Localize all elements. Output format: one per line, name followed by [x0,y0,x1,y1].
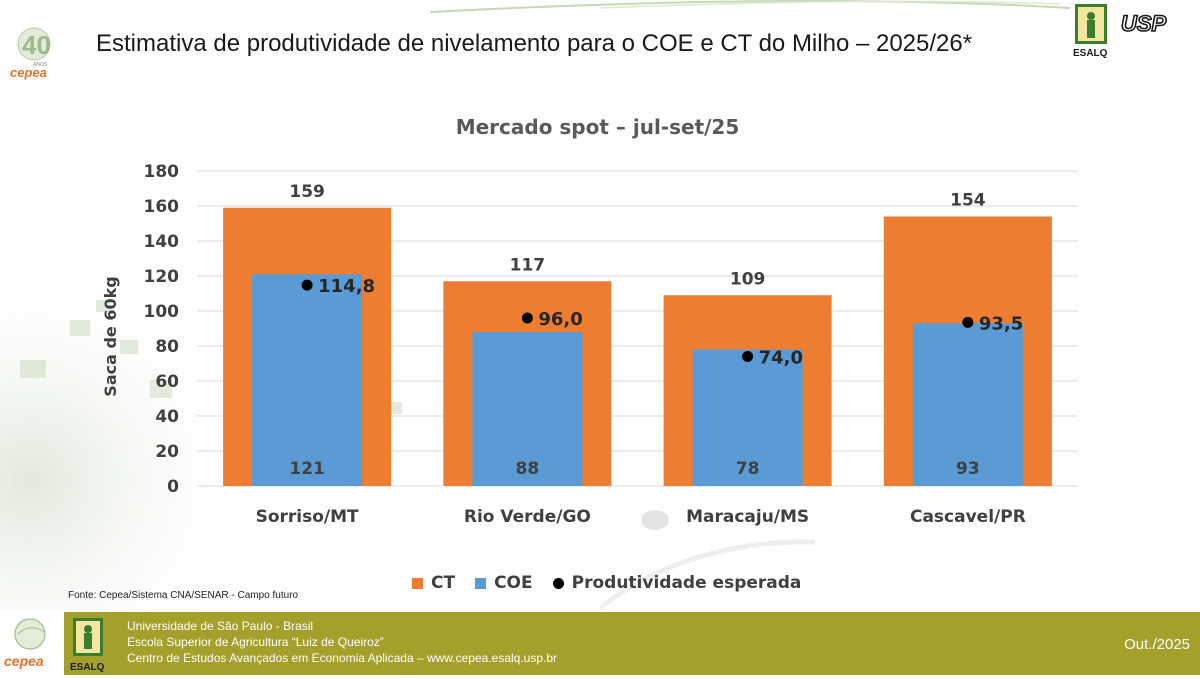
y-tick-label-120: 120 [144,267,180,287]
y-axis-label: Saca de 60kg [101,276,120,396]
y-tick-label-140: 140 [144,232,180,252]
y-tick-label-160: 160 [144,197,180,217]
legend-swatch-coe [475,577,487,589]
footer-cepea-logo: cepea [0,612,64,675]
x-category-label-2: Maracaju/MS [686,507,809,527]
legend-item-produtividade: Produtividade esperada [552,573,802,593]
data-label-coe-0: 121 [289,459,325,479]
legend-label-produtividade: Produtividade esperada [571,573,802,593]
page-title: Estimativa de produtividade de nivelamen… [96,30,973,57]
svg-text:cepea: cepea [4,653,44,669]
esalq-emblem-icon: ESALQ [70,618,105,673]
data-label-coe-2: 78 [736,459,760,479]
svg-text:cepea: cepea [10,65,47,80]
svg-text:40: 40 [22,30,51,60]
data-label-produtividade-2: 74,0 [759,348,803,369]
usp-logo: USP [1120,10,1167,36]
bar-coe-1 [472,332,583,486]
legend-label-ct: CT [431,573,456,593]
footer-date: Out./2025 [1124,636,1190,653]
y-tick-label-40: 40 [155,407,179,427]
svg-text:ESALQ: ESALQ [70,662,105,673]
y-tick-label-180: 180 [144,162,180,182]
footer-institution-text: Universidade de São Paulo - Brasil Escol… [127,618,557,666]
footer-esalq-logo: ESALQ [64,612,114,675]
x-category-label-1: Rio Verde/GO [464,507,591,527]
header-swoosh-decoration [429,0,1071,13]
footer-bar: cepea ESALQ Universidade de São Paulo - … [0,612,1200,675]
footer-line-2: Escola Superior de Agricultura “Luiz de … [127,635,384,649]
data-label-coe-1: 88 [516,459,540,479]
point-produtividade-3 [962,316,974,328]
legend-swatch-ct [412,577,423,589]
esalq-logo: ESALQ [1073,4,1108,59]
y-tick-label-60: 60 [155,372,179,392]
data-label-ct-2: 109 [730,269,766,289]
legend-item-ct: CT [412,573,455,593]
data-label-produtividade-3: 93,5 [979,313,1023,334]
footer-line-3: Centro de Estudos Avançados em Economia … [127,651,558,665]
data-label-produtividade-1: 96,0 [538,309,582,330]
footer-line-1: Universidade de São Paulo - Brasil [127,619,314,633]
x-category-label-0: Sorriso/MT [256,507,359,527]
y-tick-label-80: 80 [155,337,179,357]
bar-coe-0 [252,274,363,486]
data-label-ct-3: 154 [950,191,986,211]
data-label-ct-1: 117 [510,255,546,275]
legend-label-coe: COE [494,573,533,593]
cepea-40-anos-logo: 40 ANOS cepea [10,27,51,80]
chart-legend: CT COE Produtividade esperada [412,571,821,595]
x-category-label-3: Cascavel/PR [910,507,1026,527]
y-tick-label-0: 0 [167,477,179,497]
data-label-ct-0: 159 [289,182,325,202]
y-tick-label-100: 100 [144,302,180,322]
point-produtividade-2 [742,351,754,362]
legend-dot-produtividade [552,577,564,589]
legend-item-coe: COE [475,573,533,593]
cepea-globe-icon: cepea [4,618,46,669]
point-produtividade-0 [301,279,313,291]
bar-coe-3 [912,323,1023,486]
source-note: Fonte: Cepea/Sistema CNA/SENAR - Campo f… [68,590,299,601]
bar-coe-2 [692,349,803,486]
data-label-coe-3: 93 [956,459,980,479]
svg-text:ANOS: ANOS [33,62,48,68]
y-tick-label-20: 20 [155,442,179,462]
data-label-produtividade-0: 114,8 [318,276,375,297]
svg-text:USP: USP [1121,11,1167,36]
point-produtividade-1 [521,312,533,324]
svg-text:ESALQ: ESALQ [1073,48,1108,59]
chart-title: Mercado spot – jul-set/25 [456,115,740,139]
